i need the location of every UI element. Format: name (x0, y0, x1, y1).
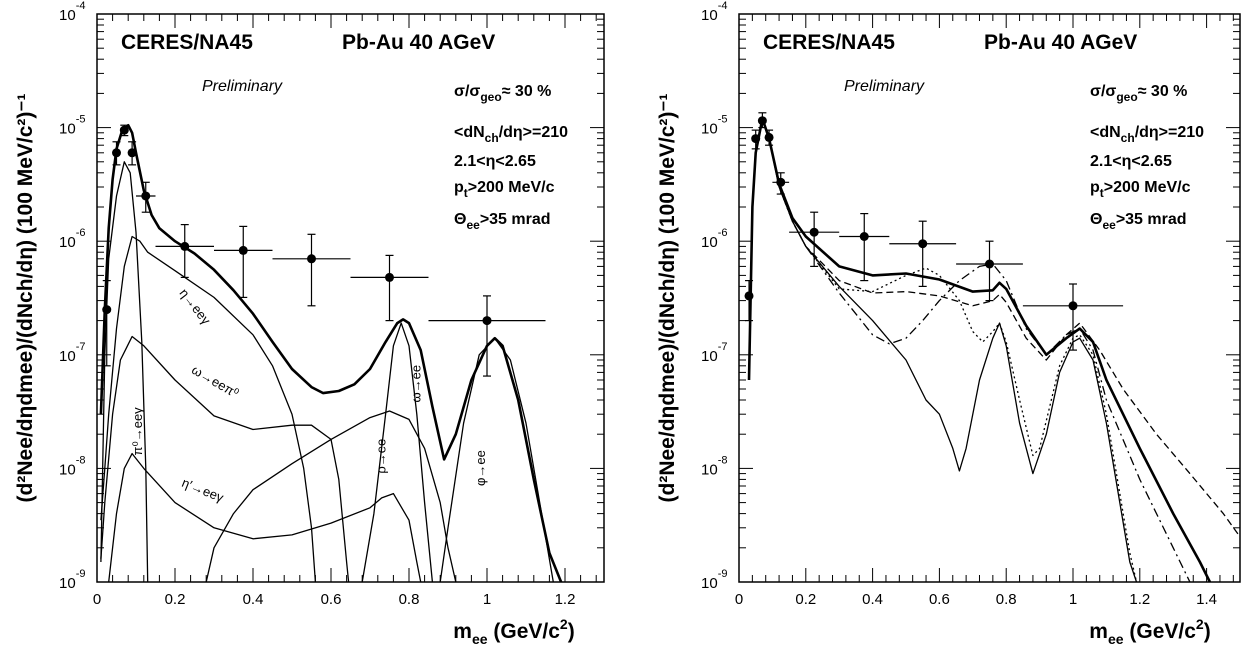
x-tick-label: 0.8 (399, 591, 420, 608)
preliminary-label: Preliminary (844, 78, 925, 95)
curve-label: η′→eeγ (180, 475, 227, 505)
curve-label: ω→eeπ⁰ (189, 362, 241, 401)
x-axis-label: mee (GeV/c2) (453, 616, 574, 647)
data-point (112, 141, 121, 166)
info-line: σ/σgeo≈ 30 % (1090, 83, 1187, 104)
y-tick-label: 10-4 (59, 0, 85, 24)
curve-label: ρ→ee (374, 439, 389, 474)
x-tick-label: 0.4 (862, 591, 883, 608)
info-line: <dNch/dη>=210 (454, 124, 568, 145)
x-tick-label: 1.2 (555, 591, 576, 608)
y-tick-label: 10-5 (59, 114, 85, 138)
curve-label: ω→ee (409, 365, 424, 403)
info-line: Θee>35 mrad (1090, 211, 1187, 232)
x-tick-label: 0.2 (165, 591, 186, 608)
data-point (772, 172, 790, 195)
x-tick-label: 0 (735, 591, 743, 608)
x-tick-label: 0.6 (929, 591, 950, 608)
data-point (889, 220, 957, 288)
series-group (747, 117, 1240, 582)
data-point (155, 223, 214, 279)
curve-label: η→eeγ (177, 286, 214, 328)
x-tick-label: 0.6 (321, 591, 342, 608)
series-line-thin (100, 335, 350, 582)
chart-panel-1: 0 0.2 0.4 0.6 0.8 1 1.2 10-9 10-8 10-7 10-6 10-5 10-… (14, 0, 605, 647)
data-point (1022, 283, 1124, 351)
chart-title: CERES/NA45 (763, 31, 895, 54)
data-point (956, 240, 1023, 302)
curve-label: φ→ee (473, 450, 488, 486)
x-tick-label: 0.8 (996, 591, 1017, 608)
data-point (428, 295, 546, 377)
chart-panel-2: 0 0.2 0.4 0.6 0.8 1 1.2 1.4 10-9 10-8 10-7 10-6 10-5… (656, 0, 1241, 647)
preliminary-label: Preliminary (202, 78, 283, 95)
y-tick-label: 10-8 (701, 454, 727, 478)
series-line-thin (748, 117, 1138, 582)
data-point (744, 279, 754, 322)
series-line-thin (108, 452, 422, 582)
curve-label: π⁰→eeγ (130, 407, 145, 456)
x-tick-label: 0.4 (243, 591, 264, 608)
series-line-thin (205, 410, 457, 582)
data-point (102, 279, 112, 367)
y-tick-label: 10-5 (701, 114, 727, 138)
data-point (127, 141, 137, 166)
x-tick-label: 1.4 (1196, 591, 1217, 608)
y-tick-label: 10-8 (59, 454, 85, 478)
series-line-dashdot (748, 117, 1191, 582)
plot-frame (738, 13, 1241, 583)
y-tick-label: 10-4 (701, 0, 727, 24)
data-point (350, 254, 429, 322)
y-tick-label: 10-9 (701, 568, 727, 592)
data-point (764, 129, 774, 146)
series-group (99, 123, 563, 582)
info-line: <dNch/dη>=210 (1090, 124, 1204, 145)
data-point (119, 124, 129, 137)
series-line-thick (99, 123, 563, 582)
series-line-thin (439, 337, 554, 582)
data-point (272, 233, 351, 307)
series-line-thin (361, 322, 434, 582)
series-line-dotted (748, 117, 1138, 582)
plot-frame (96, 13, 605, 583)
x-axis-label: mee (GeV/c2) (1089, 616, 1210, 647)
series-line-thin (100, 235, 317, 582)
data-point (839, 212, 890, 282)
y-axis-label: (d²Nee/dηdmee)/(dNch/dη) (100 MeV/c²)⁻¹ (14, 94, 37, 503)
chart-subtitle: Pb-Au 40 AGeV (342, 31, 495, 54)
x-tick-label: 1.2 (1129, 591, 1150, 608)
y-axis-label: (d²Nee/dηdmee)/(dNch/dη) (100 MeV/c²)⁻¹ (656, 94, 679, 503)
info-line: σ/σgeo≈ 30 % (454, 83, 551, 104)
x-tick-label: 0.2 (795, 591, 816, 608)
x-tick-label: 1 (483, 591, 491, 608)
y-tick-label: 10-7 (701, 341, 727, 365)
info-line: 2.1<η<2.65 (1090, 153, 1172, 170)
x-tick-label: 1 (1069, 591, 1077, 608)
y-tick-label: 10-6 (701, 227, 727, 251)
info-line: Θee>35 mrad (454, 211, 551, 232)
info-line: pt>200 MeV/c (1090, 179, 1191, 200)
info-line: pt>200 MeV/c (454, 179, 555, 200)
info-line: 2.1<η<2.65 (454, 153, 536, 170)
data-point (214, 225, 273, 299)
data-point (136, 181, 156, 213)
data-point (789, 211, 840, 268)
data-point (757, 112, 767, 129)
data-point (751, 129, 761, 150)
x-tick-label: 0 (93, 591, 101, 608)
y-tick-label: 10-9 (59, 568, 85, 592)
y-tick-label: 10-6 (59, 227, 85, 251)
y-tick-label: 10-7 (59, 341, 85, 365)
chart-title: CERES/NA45 (121, 31, 253, 54)
chart-subtitle: Pb-Au 40 AGeV (984, 31, 1137, 54)
